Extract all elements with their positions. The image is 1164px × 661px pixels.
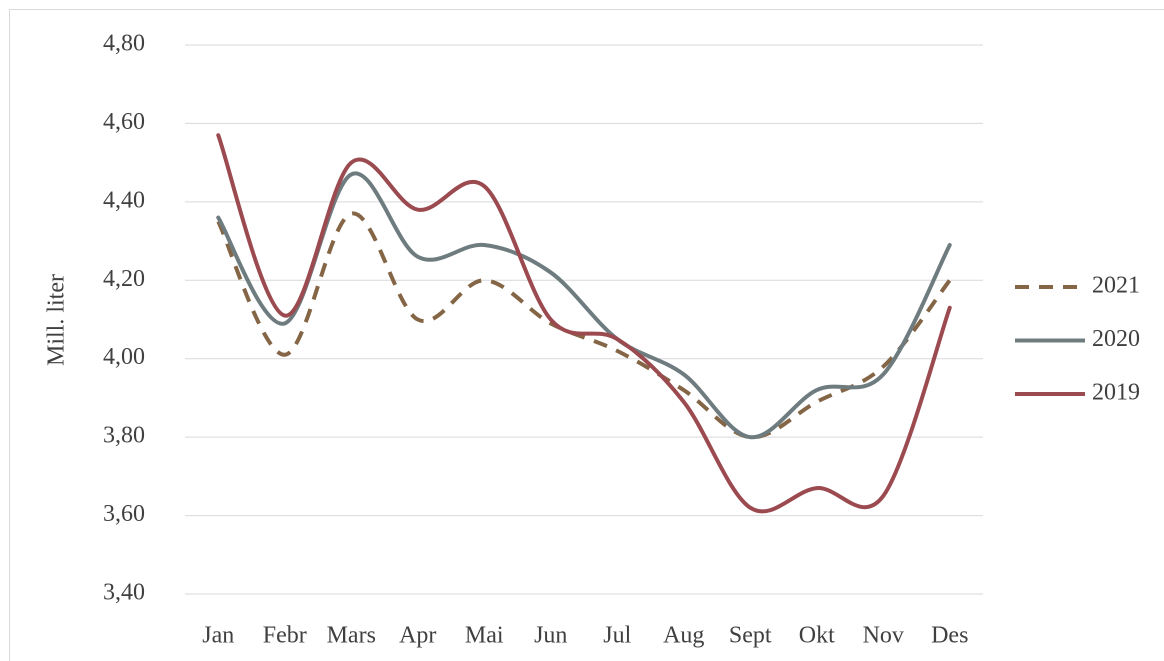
y-tick-label: 4,00 <box>103 344 145 370</box>
x-tick-label: Mai <box>465 623 504 649</box>
x-tick-label: Sept <box>729 623 772 649</box>
x-tick-label: Aug <box>663 623 704 649</box>
legend-label: 2019 <box>1092 380 1140 406</box>
y-tick-label: 3,80 <box>103 423 145 449</box>
y-tick-label: 3,60 <box>103 501 145 527</box>
y-axis-label: Mill. liter <box>44 274 70 366</box>
x-tick-label: Jul <box>603 623 631 649</box>
x-tick-label: Febr <box>263 623 307 649</box>
x-tick-label: Nov <box>863 623 904 649</box>
x-tick-label: Jan <box>202 623 234 649</box>
x-tick-label: Apr <box>399 623 436 649</box>
legend-label: 2021 <box>1092 273 1140 299</box>
y-tick-label: 4,20 <box>103 266 145 292</box>
series-line <box>216 133 952 514</box>
series-line <box>216 211 952 440</box>
x-tick-label: Des <box>931 623 968 649</box>
y-tick-label: 4,40 <box>103 187 145 213</box>
x-tick-label: Okt <box>799 623 835 649</box>
x-tick-label: Jun <box>534 623 567 649</box>
y-tick-label: 3,40 <box>103 580 145 606</box>
y-tick-label: 4,60 <box>103 109 145 135</box>
y-tick-label: 4,80 <box>103 31 145 57</box>
legend-label: 2020 <box>1092 326 1140 352</box>
x-tick-label: Mars <box>327 623 376 649</box>
